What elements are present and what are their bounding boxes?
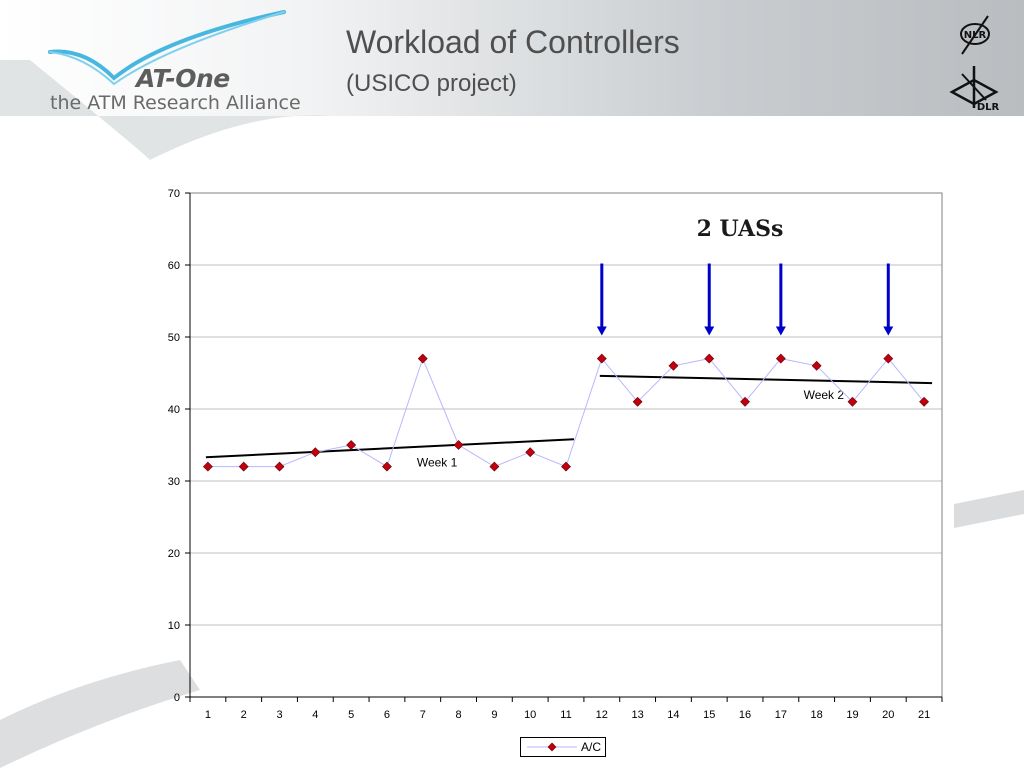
x-tick-label: 9 xyxy=(491,709,497,721)
uas-arrows xyxy=(596,263,894,336)
trendline xyxy=(599,374,933,385)
plot-area-border xyxy=(189,192,943,698)
data-point-marker xyxy=(704,353,715,364)
data-point-marker xyxy=(346,440,357,450)
data-point-marker xyxy=(632,396,643,407)
y-tick-label: 40 xyxy=(168,404,180,416)
page-title: Workload of Controllers xyxy=(346,24,680,60)
dlr-logo-text: DLR xyxy=(977,102,1000,113)
x-tick-label: 7 xyxy=(420,709,426,721)
grid-lines xyxy=(190,192,942,626)
legend-label: A/C xyxy=(581,740,602,754)
y-tick-label: 60 xyxy=(168,260,180,272)
chart-legend: A/C xyxy=(520,737,606,757)
trendlines: Week 1 Week 2 xyxy=(205,374,933,470)
x-tick-label: 20 xyxy=(882,709,894,721)
data-point-marker xyxy=(919,396,930,407)
header-swoosh xyxy=(0,60,330,160)
data-point-marker xyxy=(847,396,858,407)
trendline-label-week-1: Week 1 xyxy=(417,456,458,470)
data-point-marker xyxy=(811,360,822,371)
data-point-marker xyxy=(310,447,321,458)
x-tick-label: 2 xyxy=(241,709,247,721)
uas-arrow-head-icon xyxy=(596,326,607,336)
legend-marker-icon xyxy=(527,742,577,752)
data-point-marker xyxy=(382,461,392,472)
x-tick-label: 3 xyxy=(276,709,282,721)
logo-name: AT-One xyxy=(136,64,230,93)
decorative-shape-left xyxy=(0,660,200,768)
uas-arrow-head-icon xyxy=(775,326,786,336)
x-tick-label: 6 xyxy=(384,709,390,721)
data-point-marker xyxy=(453,440,464,450)
y-tick-label: 20 xyxy=(168,548,180,560)
x-tick-label: 13 xyxy=(631,709,643,721)
y-tick-label: 70 xyxy=(168,188,180,200)
data-point-marker xyxy=(740,396,750,407)
data-series xyxy=(202,353,930,472)
data-point-marker xyxy=(202,461,213,472)
header-band xyxy=(0,0,1024,116)
x-tick-label: 4 xyxy=(312,709,318,721)
y-tick-label: 10 xyxy=(168,620,180,632)
data-point-marker xyxy=(238,461,249,472)
uas-annotation: 2 UASs xyxy=(697,216,784,242)
data-point-marker xyxy=(274,461,285,472)
x-tick-label: 17 xyxy=(775,709,787,721)
swoosh-icon xyxy=(48,10,286,86)
x-tick-label: 8 xyxy=(456,709,462,721)
decorative-shape-right xyxy=(954,490,1024,528)
y-tick-label: 50 xyxy=(168,332,180,344)
data-point-marker xyxy=(596,353,607,364)
nlr-logo-text: NLR xyxy=(964,30,987,41)
x-tick-label: 16 xyxy=(739,709,751,721)
x-tick-label: 21 xyxy=(918,709,930,721)
x-tick-label: 18 xyxy=(811,709,823,721)
data-point-marker xyxy=(525,447,536,458)
x-tick-label: 1 xyxy=(205,709,211,721)
x-tick-label: 10 xyxy=(524,709,536,721)
data-point-marker xyxy=(489,461,500,472)
trendline xyxy=(205,438,575,459)
uas-arrow-head-icon xyxy=(704,326,715,336)
x-tick-label: 19 xyxy=(846,709,858,721)
trendline-label-week-2: Week 2 xyxy=(804,388,845,402)
x-tick-label: 14 xyxy=(667,709,679,721)
x-tick-label: 15 xyxy=(703,709,715,721)
y-tick-label: 30 xyxy=(168,476,180,488)
x-tick-label: 11 xyxy=(560,709,571,721)
data-point-marker xyxy=(561,461,571,472)
data-point-marker xyxy=(775,353,786,364)
at-one-logo: AT-One the ATM Research Alliance xyxy=(44,8,324,128)
data-point-marker xyxy=(417,353,428,364)
page-subtitle: (USICO project) xyxy=(346,70,517,97)
x-tick-label: 12 xyxy=(596,709,608,721)
nlr-logo-icon: NLR xyxy=(960,15,990,55)
y-tick-label: 0 xyxy=(174,692,180,704)
x-tick-label: 5 xyxy=(348,709,354,721)
data-point-marker xyxy=(668,360,679,371)
uas-arrow-head-icon xyxy=(883,326,894,336)
logo-tagline: the ATM Research Alliance xyxy=(50,92,301,114)
dlr-logo-icon: DLR xyxy=(949,66,1000,113)
data-point-marker xyxy=(883,353,894,364)
